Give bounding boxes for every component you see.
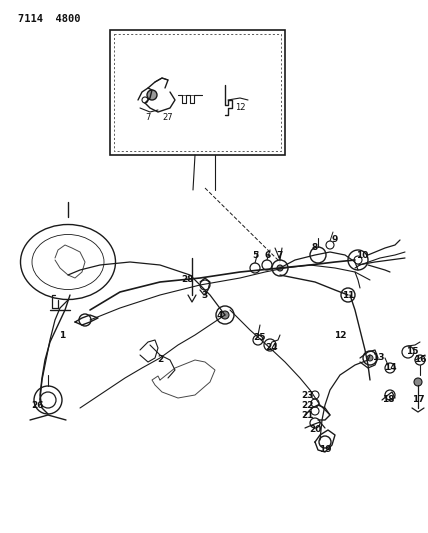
Text: 1: 1 [59,330,65,340]
Circle shape [147,90,157,100]
Bar [110,30,285,155]
Text: 17: 17 [412,395,424,405]
Text: 12: 12 [334,330,346,340]
Bar [114,34,281,151]
Text: 4: 4 [217,311,223,319]
Text: 11: 11 [342,290,354,300]
Circle shape [221,311,229,319]
Text: 3: 3 [202,290,208,300]
Text: 19: 19 [319,446,331,455]
Text: 2: 2 [157,356,163,365]
Text: 7: 7 [277,251,283,260]
Text: 18: 18 [382,395,394,405]
Text: 23: 23 [302,391,314,400]
Text: 13: 13 [372,353,384,362]
Circle shape [367,355,373,361]
Text: 26: 26 [32,400,44,409]
Text: 14: 14 [383,364,396,373]
Text: 7114  4800: 7114 4800 [18,14,80,24]
Text: 27: 27 [163,114,173,123]
Text: 7: 7 [146,114,151,123]
Text: 10: 10 [356,251,368,260]
Text: 28: 28 [182,276,194,285]
Text: 16: 16 [414,356,426,365]
Text: 22: 22 [302,400,314,409]
Text: 20: 20 [309,425,321,434]
Text: 8: 8 [312,244,318,253]
Text: 12: 12 [235,103,245,112]
Circle shape [277,265,283,271]
Text: 24: 24 [266,343,278,352]
Text: 5: 5 [252,251,258,260]
Text: 25: 25 [254,334,266,343]
Text: 21: 21 [302,410,314,419]
Circle shape [414,378,422,386]
Text: 9: 9 [332,236,338,245]
Text: 15: 15 [406,348,418,357]
Text: 6: 6 [265,251,271,260]
